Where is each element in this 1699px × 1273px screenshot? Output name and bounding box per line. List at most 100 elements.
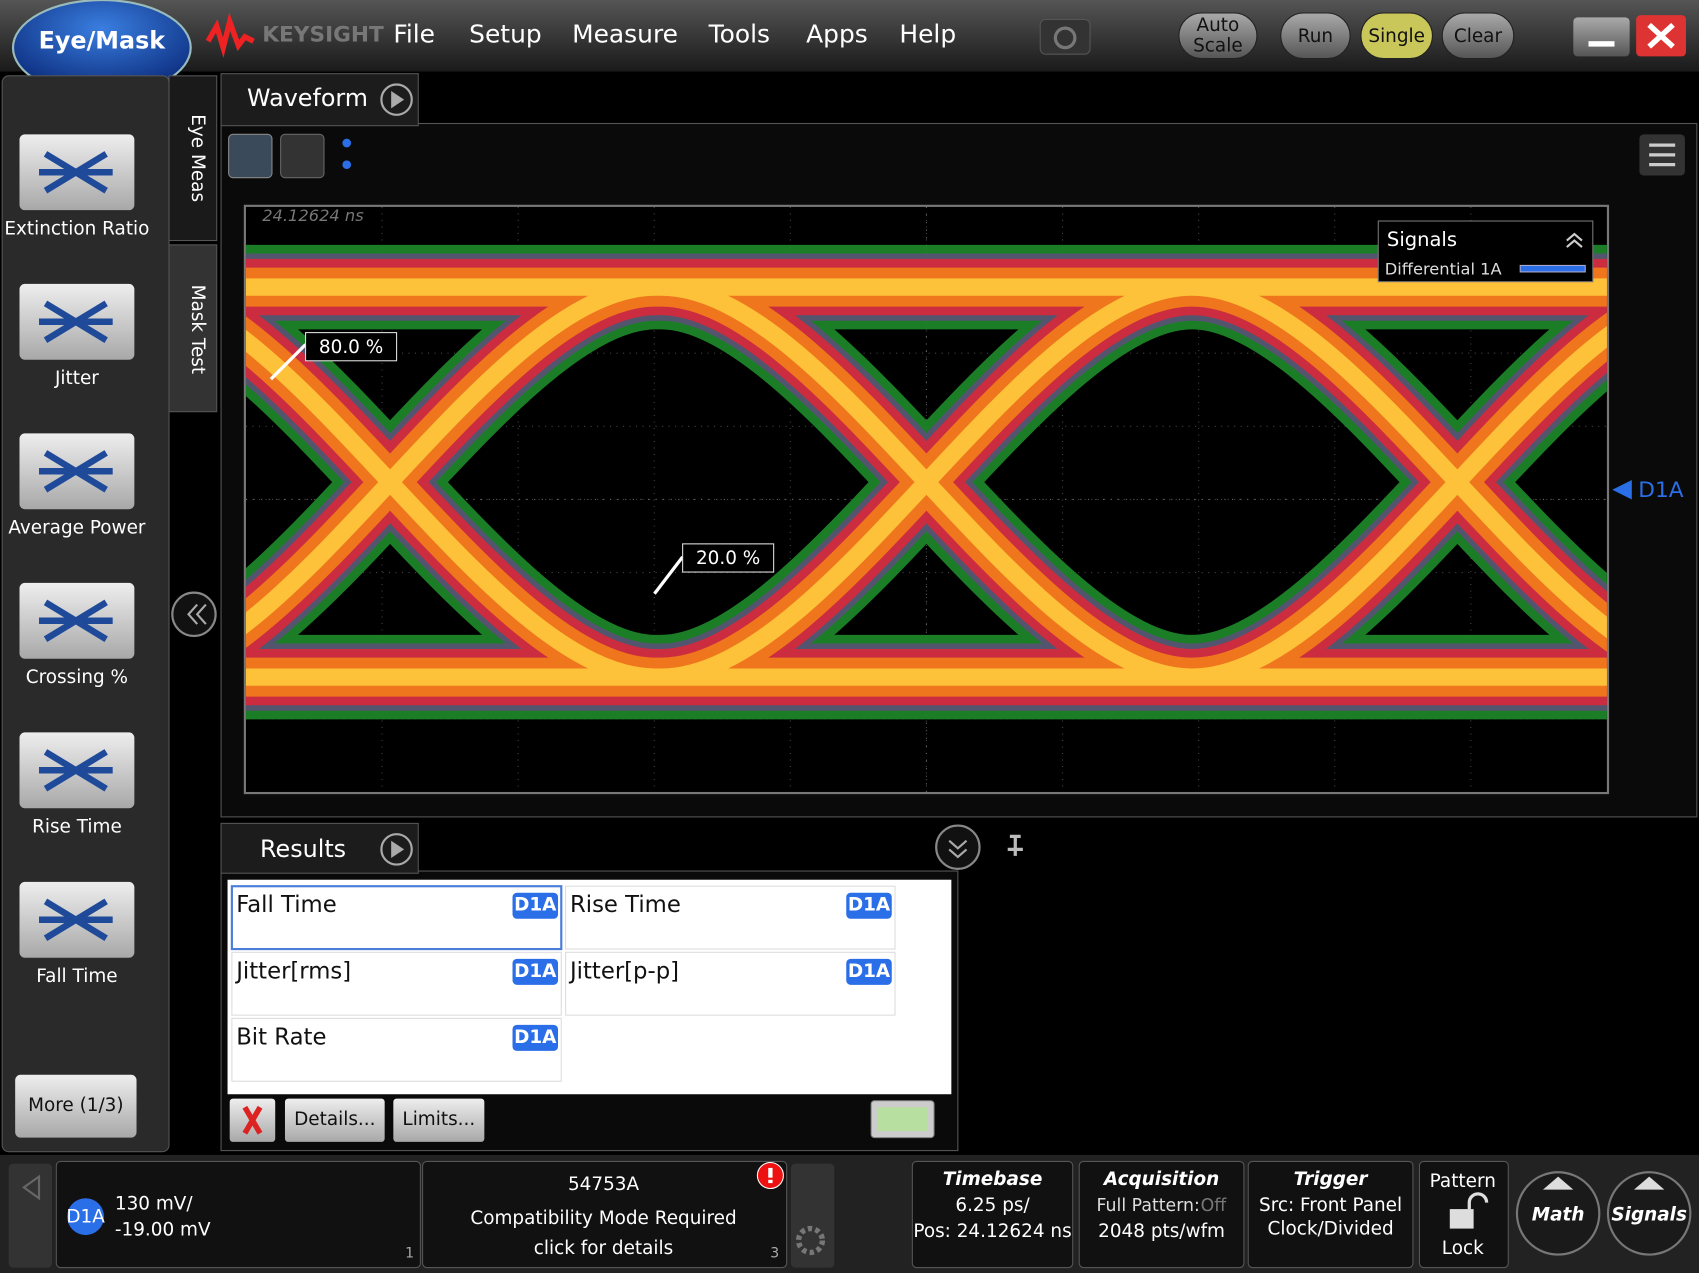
model[interactable]: 54753A	[568, 1174, 640, 1195]
result-cell[interactable]	[231, 951, 562, 1016]
auto-scale-label[interactable]: Scale	[1193, 36, 1243, 57]
box-line[interactable]: Lock	[1442, 1238, 1484, 1259]
result-name[interactable]: Jitter[p-p]	[568, 958, 679, 984]
details-label[interactable]: Details...	[294, 1109, 375, 1130]
trigger-box[interactable]	[1247, 1160, 1414, 1269]
result-value: 11.750 ps	[685, 990, 777, 1011]
menu-item[interactable]: Tools	[708, 20, 770, 49]
menu-item[interactable]: Apps	[806, 20, 868, 49]
result-name[interactable]: Jitter[rms]	[234, 958, 351, 984]
box-title[interactable]: Pattern	[1430, 1171, 1496, 1192]
clear-button[interactable]	[1441, 12, 1515, 60]
results-tab-label[interactable]: Results	[260, 835, 346, 863]
channel-box[interactable]	[55, 1160, 421, 1269]
measure-label[interactable]: Average Power	[8, 518, 146, 539]
timestamp: 24.12624 ns	[262, 206, 364, 225]
result-value: 17.83 ps	[357, 924, 437, 945]
result-value: 13.25 ps	[690, 924, 770, 945]
model-hint[interactable]: click for details	[534, 1238, 673, 1259]
menu-item[interactable]: Setup	[469, 20, 542, 49]
box-title[interactable]: Trigger	[1294, 1169, 1370, 1190]
auto-scale-button[interactable]	[1178, 12, 1258, 60]
sidebar-tab[interactable]	[168, 75, 218, 242]
signals-arrow	[1633, 1176, 1665, 1190]
math-button[interactable]	[1515, 1171, 1601, 1256]
single-label[interactable]: Single	[1368, 26, 1425, 47]
scroll-left[interactable]	[8, 1163, 53, 1268]
result-channel: D1A	[848, 961, 891, 982]
result-cell[interactable]	[231, 1017, 562, 1082]
measure-label[interactable]: Rise Time	[32, 817, 122, 838]
sidebar-tab-label[interactable]: Mask Test	[187, 285, 208, 375]
result-cell[interactable]	[565, 951, 896, 1016]
model-box[interactable]	[422, 1160, 788, 1269]
menu-item[interactable]: Measure	[572, 20, 678, 49]
more-label[interactable]: More (1/3)	[28, 1095, 123, 1116]
signals-label[interactable]: Signals	[1611, 1205, 1687, 1226]
layout-split[interactable]	[280, 133, 325, 179]
result-channel: D1A	[848, 895, 891, 916]
channel-badge[interactable]	[67, 1198, 105, 1236]
logo-text[interactable]: Eye/Mask	[39, 27, 167, 55]
math-label[interactable]: Math	[1532, 1205, 1585, 1226]
menu-item[interactable]: File	[393, 20, 435, 49]
box-title[interactable]: Timebase	[943, 1169, 1043, 1190]
legend-collapse[interactable]	[1566, 232, 1583, 248]
camera-button[interactable]	[1039, 18, 1091, 55]
minimize-button[interactable]	[1573, 17, 1630, 57]
channel-offset: -19.00 mV	[115, 1220, 211, 1241]
result-name[interactable]: Rise Time	[570, 892, 681, 918]
result-cell[interactable]	[230, 885, 563, 951]
box-title[interactable]: Acquisition	[1102, 1169, 1219, 1190]
more-button[interactable]	[15, 1074, 137, 1138]
collapse-button[interactable]	[171, 591, 217, 638]
box-line[interactable]: Pos: 24.12624 ns	[913, 1221, 1071, 1242]
single-button[interactable]	[1360, 12, 1433, 60]
box-line[interactable]: Clock/Divided	[1267, 1219, 1393, 1240]
settings-icon[interactable]	[795, 1225, 826, 1256]
waveform-tab[interactable]	[220, 73, 419, 127]
sidebar-tab[interactable]	[168, 244, 218, 413]
sidebar-tab-label[interactable]: Eye Meas	[187, 114, 208, 202]
acquisition-box[interactable]	[1078, 1160, 1245, 1269]
timebase-box[interactable]	[911, 1160, 1074, 1269]
tab-play-icon	[391, 840, 405, 859]
tab-play[interactable]	[380, 833, 413, 866]
result-name[interactable]: Bit Rate	[236, 1024, 326, 1050]
measure-label[interactable]: Fall Time	[36, 966, 117, 987]
legend-signal: Differential 1A	[1385, 259, 1502, 278]
pin-icon[interactable]	[1007, 834, 1023, 856]
limits-label[interactable]: Limits...	[402, 1109, 475, 1130]
menu-item[interactable]: Help	[899, 20, 956, 49]
results-tab[interactable]	[220, 822, 419, 874]
model-message[interactable]: Compatibility Mode Required	[470, 1208, 736, 1229]
result-channel-badge	[846, 892, 892, 919]
result-cell[interactable]	[565, 885, 896, 950]
delete-icon	[242, 1105, 263, 1135]
result-channel: D1A	[514, 1027, 557, 1048]
clear-label[interactable]: Clear	[1454, 26, 1503, 47]
channel-badge-label[interactable]: D1A	[66, 1207, 105, 1228]
tab-play[interactable]	[380, 83, 413, 116]
panel-menu-icon	[1649, 143, 1676, 167]
auto-scale-label[interactable]: Auto	[1197, 15, 1240, 36]
measure-label[interactable]: Jitter	[54, 368, 99, 389]
details-button[interactable]	[284, 1098, 385, 1142]
limits-button[interactable]	[393, 1098, 485, 1142]
box-line[interactable]: 6.25 ps/	[955, 1195, 1030, 1216]
box-line[interactable]: Full Pattern:	[1097, 1196, 1200, 1216]
signals-button[interactable]	[1606, 1171, 1692, 1256]
waveform-tab-label[interactable]: Waveform	[247, 84, 368, 112]
run-label[interactable]: Run	[1298, 26, 1333, 47]
box-line[interactable]: 2048 pts/wfm	[1098, 1221, 1225, 1242]
channel-marker	[1612, 479, 1632, 500]
expand-icon	[948, 839, 968, 859]
measure-label[interactable]: Extinction Ratio	[4, 219, 149, 240]
box-line[interactable]: Src: Front Panel	[1259, 1195, 1402, 1216]
box-state[interactable]: Off	[1201, 1196, 1228, 1216]
channel-label: D1A	[1638, 478, 1683, 503]
measure-label[interactable]: Crossing %	[26, 667, 128, 688]
run-button[interactable]	[1280, 12, 1351, 60]
result-name[interactable]: Fall Time	[236, 892, 337, 918]
layout-single[interactable]	[228, 133, 273, 179]
